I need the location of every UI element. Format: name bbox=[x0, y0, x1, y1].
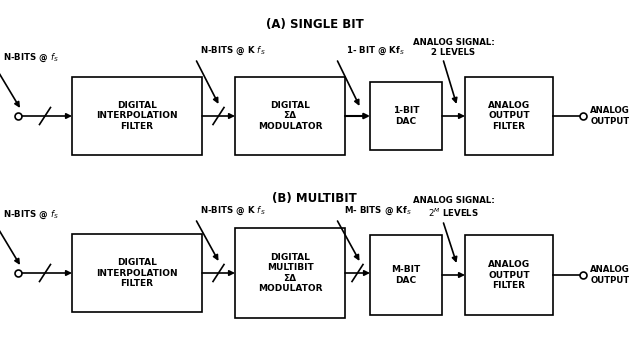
Text: 1-BIT
DAC: 1-BIT DAC bbox=[392, 106, 420, 126]
Text: (A) SINGLE BIT: (A) SINGLE BIT bbox=[265, 18, 364, 31]
Bar bbox=[370, 82, 442, 150]
Bar bbox=[235, 228, 345, 318]
Text: DIGITAL
MULTIBIT
ΣΔ
MODULATOR: DIGITAL MULTIBIT ΣΔ MODULATOR bbox=[258, 253, 322, 293]
Bar bbox=[235, 77, 345, 155]
Text: ANALOG
OUTPUT
FILTER: ANALOG OUTPUT FILTER bbox=[488, 260, 530, 290]
Bar bbox=[465, 77, 553, 155]
Text: (B) MULTIBIT: (B) MULTIBIT bbox=[272, 192, 357, 205]
Text: M-BIT
DAC: M-BIT DAC bbox=[391, 265, 421, 285]
Text: ANALOG
OUTPUT: ANALOG OUTPUT bbox=[590, 265, 629, 285]
Text: N-BITS @ $f_S$: N-BITS @ $f_S$ bbox=[3, 52, 59, 64]
Text: N-BITS @ K $f_S$: N-BITS @ K $f_S$ bbox=[201, 45, 266, 57]
Text: DIGITAL
ΣΔ
MODULATOR: DIGITAL ΣΔ MODULATOR bbox=[258, 101, 322, 131]
Text: M- BITS @ Kf$_S$: M- BITS @ Kf$_S$ bbox=[345, 205, 413, 217]
Text: DIGITAL
INTERPOLATION
FILTER: DIGITAL INTERPOLATION FILTER bbox=[96, 258, 178, 288]
Bar bbox=[370, 235, 442, 315]
Bar bbox=[465, 235, 553, 315]
Bar bbox=[72, 234, 202, 312]
Text: ANALOG SIGNAL:
2 LEVELS: ANALOG SIGNAL: 2 LEVELS bbox=[413, 38, 494, 57]
Text: N-BITS @ K $f_S$: N-BITS @ K $f_S$ bbox=[201, 205, 266, 217]
Text: 1- BIT @ Kf$_S$: 1- BIT @ Kf$_S$ bbox=[345, 45, 404, 57]
Text: ANALOG
OUTPUT
FILTER: ANALOG OUTPUT FILTER bbox=[488, 101, 530, 131]
Text: DIGITAL
INTERPOLATION
FILTER: DIGITAL INTERPOLATION FILTER bbox=[96, 101, 178, 131]
Text: N-BITS @ $f_S$: N-BITS @ $f_S$ bbox=[3, 209, 59, 221]
Text: ANALOG SIGNAL:
$2^M$ LEVELS: ANALOG SIGNAL: $2^M$ LEVELS bbox=[413, 195, 494, 219]
Text: ANALOG
OUTPUT: ANALOG OUTPUT bbox=[590, 106, 629, 126]
Bar bbox=[72, 77, 202, 155]
